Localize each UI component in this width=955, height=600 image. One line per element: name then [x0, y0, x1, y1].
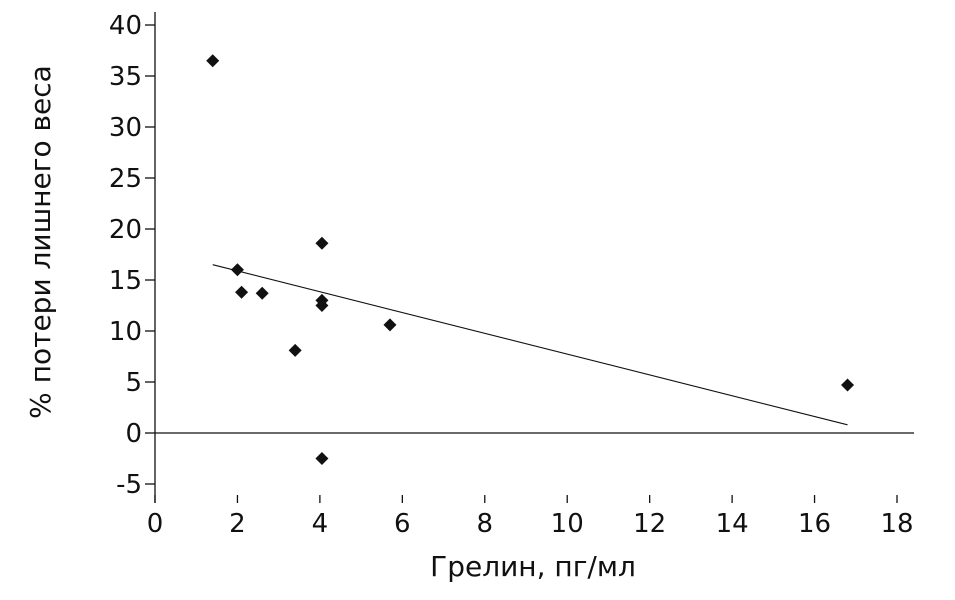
- y-tick-label: -5: [116, 470, 142, 500]
- data-point: [315, 299, 329, 312]
- y-tick-label: 25: [109, 164, 142, 194]
- x-tick-label: 2: [229, 509, 246, 539]
- x-tick-label: 6: [394, 509, 411, 539]
- y-tick-label: 10: [109, 317, 142, 347]
- x-tick-label: 14: [716, 509, 749, 539]
- trendline: [212, 264, 848, 426]
- x-tick-label: 18: [880, 509, 913, 539]
- axes: [154, 12, 914, 503]
- x-tick-label: 8: [477, 509, 494, 539]
- y-tick-label: 40: [109, 11, 142, 41]
- data-point: [383, 318, 397, 332]
- y-tick-label: 30: [109, 113, 142, 143]
- data-point: [841, 378, 855, 392]
- y-axis-label: % потери лишнего веса: [24, 65, 57, 419]
- data-points: [206, 54, 855, 465]
- y-tick-label: 0: [125, 419, 142, 449]
- x-tick-label: 12: [633, 509, 666, 539]
- x-axis-ticks: 0 2 4 6 8 10 12 14 16 18: [147, 495, 914, 539]
- data-point: [206, 54, 220, 68]
- trendline-group: [212, 264, 848, 426]
- x-axis-label: Грелин, пг/мл: [430, 550, 636, 583]
- x-tick-label: 16: [798, 509, 831, 539]
- x-tick-label: 0: [147, 509, 164, 539]
- data-point: [230, 263, 244, 277]
- data-point: [315, 236, 329, 250]
- y-tick-label: 5: [125, 368, 142, 398]
- y-tick-label: 20: [109, 215, 142, 245]
- y-tick-label: 35: [109, 62, 142, 92]
- x-tick-label: 10: [551, 509, 584, 539]
- data-point: [255, 286, 269, 300]
- y-tick-label: 15: [109, 266, 142, 296]
- data-point: [235, 285, 249, 299]
- x-tick-label: 4: [312, 509, 329, 539]
- y-axis-ticks: 40 35 30 25 20 15 10 5 0 -5: [109, 11, 155, 500]
- data-point: [315, 452, 329, 465]
- data-point: [288, 343, 302, 357]
